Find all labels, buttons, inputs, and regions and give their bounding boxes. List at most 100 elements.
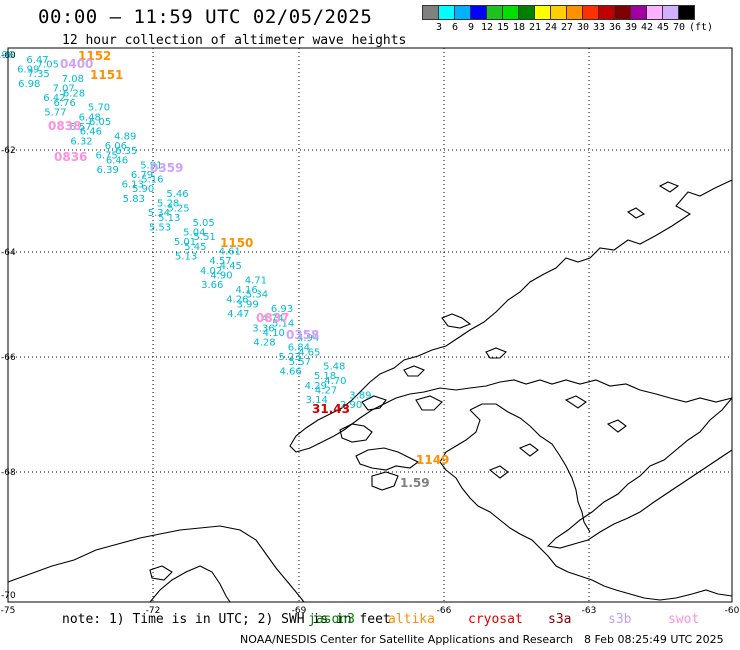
- swh-value: 6.57: [69, 122, 91, 133]
- inner-coast: [439, 409, 733, 601]
- longitude-label: -60: [725, 606, 740, 616]
- legend-label: 21: [528, 22, 542, 33]
- swh-value: 3.36: [252, 323, 274, 334]
- legend-label: 3: [435, 22, 443, 33]
- longitude-label: -66: [437, 606, 452, 616]
- swh-value: 6.47: [26, 55, 48, 66]
- latitude-label: -66: [1, 353, 16, 363]
- swh-value: 4.57: [209, 256, 231, 267]
- swh-value: 6.05: [89, 117, 111, 128]
- pass-time-label: 1149: [416, 453, 449, 467]
- swh-value: 2.90: [340, 400, 362, 411]
- latitude-label: -62: [1, 146, 16, 156]
- pass-time-label: 0400: [60, 57, 93, 71]
- inner-coast-2: [469, 403, 591, 533]
- satellite-jason3: jason3: [308, 612, 355, 627]
- legend-label: 18: [512, 22, 526, 33]
- swh-value: 5.90: [132, 184, 154, 195]
- swh-value: 4.89: [114, 132, 136, 143]
- swh-value: 6.84: [288, 342, 310, 353]
- legend-label: 6: [451, 22, 459, 33]
- swh-value: 5.01: [174, 237, 196, 248]
- swh-value: 5.28: [157, 199, 179, 210]
- swh-value: 6.42: [43, 93, 65, 104]
- swh-value: 5.23: [278, 352, 300, 363]
- page-subtitle: 12 hour collection of altimeter wave hei…: [62, 33, 407, 48]
- swh-value: 3.14: [306, 395, 328, 406]
- swh-value: 5.05: [192, 218, 214, 229]
- swh-value: 4.66: [280, 366, 302, 377]
- swh-value: 4.29: [305, 381, 327, 392]
- pass-time-label: 1151: [90, 68, 123, 82]
- generation-timestamp: 8 Feb 08:25:49 UTC 2025: [584, 633, 724, 646]
- island-12: [606, 419, 627, 433]
- satellite-altika: altika: [388, 612, 435, 627]
- swh-value: 3.99: [237, 299, 259, 310]
- swh-value: 4.10: [263, 328, 285, 339]
- pass-time-label: 1.59: [400, 476, 430, 490]
- legend-label: 42: [640, 22, 654, 33]
- swh-value: 5.57: [289, 357, 311, 368]
- credit-line: NOAA/NESDIS Center for Satellite Applica…: [240, 633, 574, 646]
- swh-value: 5.53: [149, 223, 171, 234]
- swh-value: 4.27: [315, 386, 337, 397]
- pass-time-label: 0836: [54, 150, 87, 164]
- legend-label: (ft): [688, 22, 714, 33]
- swh-value: 4.16: [235, 285, 257, 296]
- swh-value: 4.71: [245, 275, 267, 286]
- island-2: [371, 471, 399, 491]
- longitude-label: -75: [1, 606, 16, 616]
- pass-time-label: 0359: [150, 161, 183, 175]
- coastline: [7, 179, 733, 603]
- swh-value: 3.89: [349, 390, 371, 401]
- pass-time-label: 1152: [78, 49, 111, 63]
- swh-value: 5.13: [158, 213, 180, 224]
- swh-value: 6.99: [17, 64, 39, 75]
- pass-time-label: 0838: [48, 119, 81, 133]
- swh-value: 5.25: [167, 203, 189, 214]
- swh-value: 6.48: [79, 112, 101, 123]
- island-9: [626, 207, 646, 219]
- swh-value: 6.46: [106, 155, 128, 166]
- graticule: [8, 48, 732, 602]
- island-10: [658, 181, 680, 193]
- swh-value: 4.65: [298, 347, 320, 358]
- island-14: [488, 465, 509, 479]
- island-11: [564, 395, 587, 409]
- swh-value: 6.75: [95, 151, 117, 162]
- swh-value: 4.90: [210, 271, 232, 282]
- swh-value: 7.05: [37, 60, 59, 71]
- satellite-cryosat: cryosat: [468, 612, 523, 627]
- color-legend: [422, 5, 695, 20]
- satellite-s3b: s3b: [608, 612, 632, 627]
- longitude-label: -69: [292, 606, 307, 616]
- swh-value: 7.08: [62, 74, 84, 85]
- island-13: [518, 443, 539, 457]
- swh-value: 7.35: [27, 69, 49, 80]
- swh-value: 4.74: [262, 314, 284, 325]
- swh-value: 4.47: [227, 309, 249, 320]
- swh-value: 5.91: [140, 160, 162, 171]
- swh-value: 6.98: [18, 79, 40, 90]
- swh-value: 5.16: [141, 175, 163, 186]
- island-5: [485, 347, 507, 359]
- swh-value: 5.83: [123, 194, 145, 205]
- legend-label: 45: [656, 22, 670, 33]
- island-8: [415, 395, 443, 411]
- swh-value: 6.13: [122, 179, 144, 190]
- alexander-island: [7, 525, 305, 603]
- swh-value: 6.96: [0, 50, 14, 61]
- swh-value: 6.35: [115, 146, 137, 157]
- latitude-label: -70: [1, 591, 16, 601]
- legend-label: 70: [672, 22, 686, 33]
- longitude-labels: -75 -72 -69 -66 -63 -60: [1, 606, 740, 616]
- island-4: [441, 313, 472, 329]
- swh-value: 4.70: [324, 376, 346, 387]
- swh-value: 5.48: [323, 362, 345, 373]
- swh-value: 6.76: [54, 98, 76, 109]
- satellite-swot: swot: [668, 612, 700, 627]
- southern-coast: [149, 565, 231, 603]
- swh-value: 5.45: [184, 242, 206, 253]
